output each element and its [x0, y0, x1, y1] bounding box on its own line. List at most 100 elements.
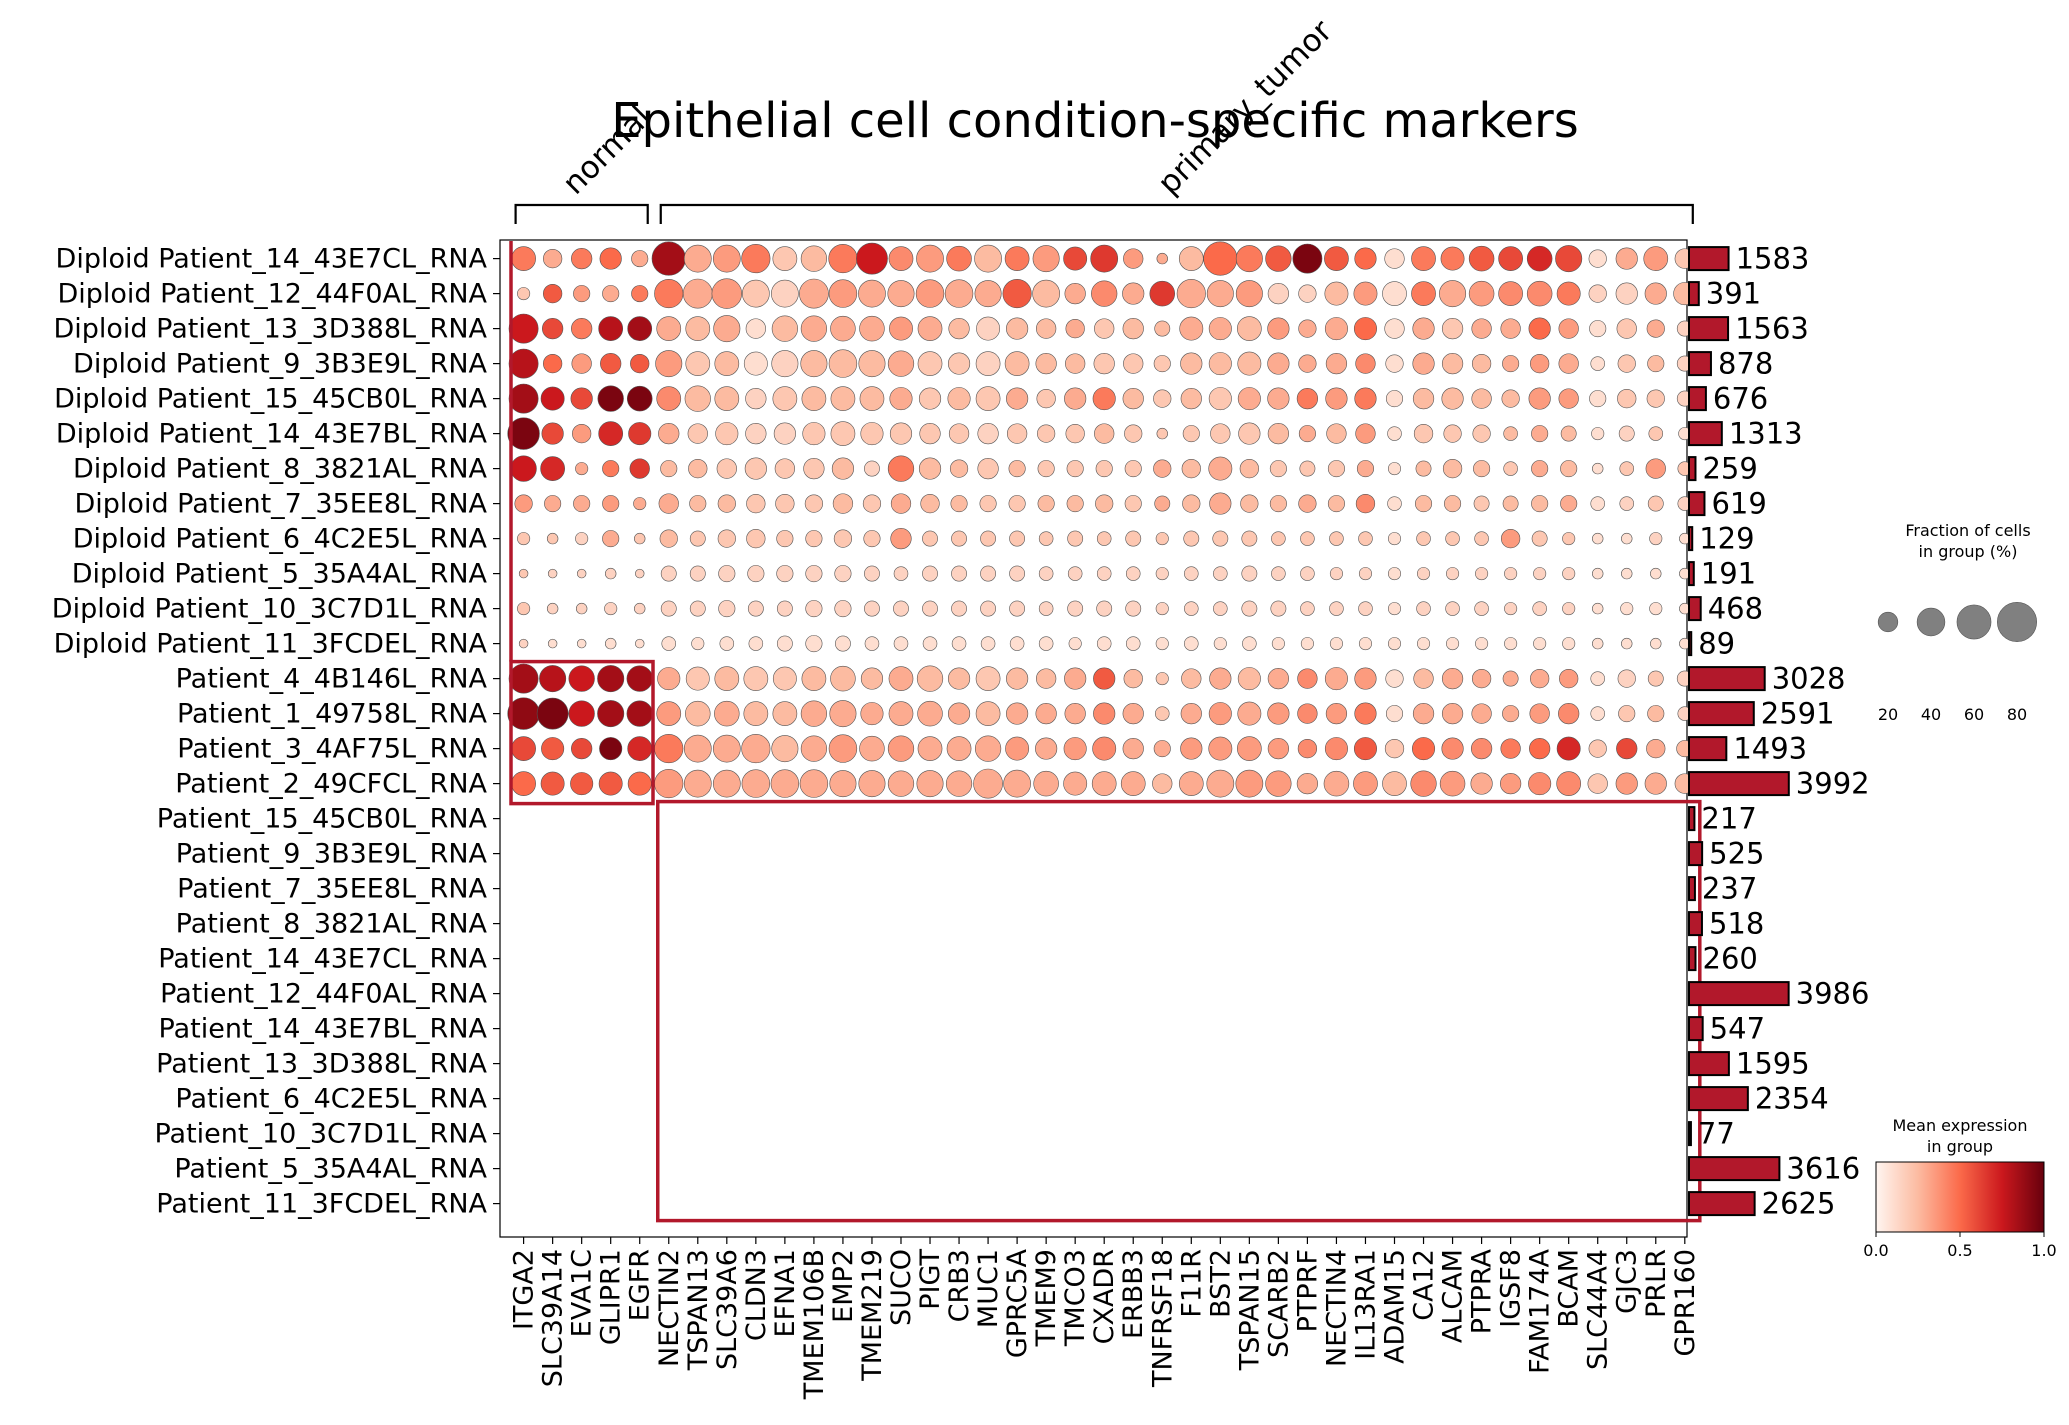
dot — [975, 351, 1001, 376]
dot — [508, 663, 539, 694]
dot — [685, 666, 710, 691]
dot — [741, 734, 771, 764]
dot — [890, 527, 912, 550]
gene-label: BCAM — [1554, 1249, 1585, 1328]
dot — [1237, 387, 1261, 411]
dot — [1471, 703, 1492, 724]
dot — [975, 666, 1001, 691]
dot — [828, 244, 858, 274]
dot — [1384, 738, 1405, 759]
dot — [712, 769, 741, 798]
dot — [1503, 461, 1518, 476]
dot — [1092, 387, 1116, 411]
cell-count-label: 2591 — [1761, 697, 1835, 731]
dot — [1300, 637, 1314, 651]
row-label: Patient_11_3FCDEL_RNA — [156, 1189, 487, 1220]
dot — [918, 387, 942, 410]
dot — [536, 697, 569, 730]
dot — [597, 665, 625, 693]
dot — [1592, 637, 1604, 650]
dot — [776, 530, 794, 548]
dot — [858, 279, 886, 308]
dot — [1213, 566, 1228, 581]
dot — [1271, 566, 1286, 581]
dot — [864, 565, 880, 582]
dot — [1181, 668, 1202, 689]
dot — [1590, 671, 1605, 686]
dot — [1590, 706, 1605, 721]
dot — [888, 246, 914, 271]
dot — [949, 459, 969, 478]
dot — [1410, 770, 1437, 797]
row-label: Diploid Patient_6_4C2E5L_RNA — [73, 524, 488, 555]
dot — [540, 456, 565, 481]
row-label: Patient_14_43E7BL_RNA — [159, 1014, 488, 1045]
dot — [1241, 565, 1258, 582]
dot — [544, 495, 562, 513]
dot — [1646, 319, 1665, 338]
dot — [1006, 702, 1029, 725]
dot — [1095, 460, 1113, 478]
dot — [1298, 319, 1317, 338]
gene-label: CA12 — [1409, 1249, 1440, 1321]
gene-label: EGFR — [625, 1249, 656, 1321]
cell-count-bar — [1688, 841, 1704, 867]
dot — [626, 665, 653, 692]
dot — [1124, 424, 1143, 443]
dot — [1592, 602, 1604, 615]
dot — [1155, 637, 1169, 651]
dot — [973, 768, 1003, 799]
dot — [542, 283, 563, 304]
dot — [747, 600, 764, 617]
dot — [1387, 426, 1402, 441]
dot — [829, 700, 857, 728]
dot — [689, 600, 706, 617]
dot — [1178, 771, 1204, 796]
dot — [1209, 492, 1232, 515]
dot — [1412, 317, 1435, 340]
gene-label: ADAM15 — [1380, 1249, 1411, 1364]
dot — [859, 315, 885, 342]
dot — [1470, 772, 1493, 795]
dot — [950, 495, 968, 513]
dot — [1648, 426, 1664, 441]
dot — [947, 702, 971, 725]
dot — [918, 457, 942, 480]
dot — [1446, 637, 1460, 651]
dot — [511, 771, 536, 796]
dot — [862, 494, 882, 513]
dot — [1298, 425, 1316, 443]
dot — [772, 386, 798, 411]
dot — [748, 636, 764, 651]
dot — [1324, 737, 1348, 761]
dot — [1468, 245, 1495, 272]
dot — [1445, 601, 1460, 616]
dot — [1475, 637, 1489, 651]
dot — [627, 316, 653, 341]
dot — [689, 495, 707, 513]
dot — [1503, 426, 1518, 441]
dot — [1154, 495, 1171, 512]
dot — [1123, 668, 1143, 689]
dot — [893, 600, 909, 617]
row-label: Patient_4_4B146L_RNA — [176, 664, 488, 695]
cell-count-bar — [1688, 701, 1755, 727]
dot — [1241, 530, 1258, 547]
dot — [856, 242, 888, 275]
dot — [1063, 737, 1087, 761]
dot — [1005, 736, 1030, 761]
dot — [689, 565, 706, 582]
dot — [1417, 637, 1431, 651]
dot — [1065, 353, 1086, 374]
dot — [1588, 739, 1607, 758]
dot — [570, 772, 594, 796]
dot — [1353, 771, 1378, 796]
dot — [1213, 601, 1228, 616]
dot — [980, 600, 997, 617]
dot — [1645, 458, 1666, 479]
dot — [976, 316, 1001, 341]
dot — [1209, 667, 1232, 690]
dot — [718, 600, 736, 618]
dot — [1124, 495, 1142, 513]
